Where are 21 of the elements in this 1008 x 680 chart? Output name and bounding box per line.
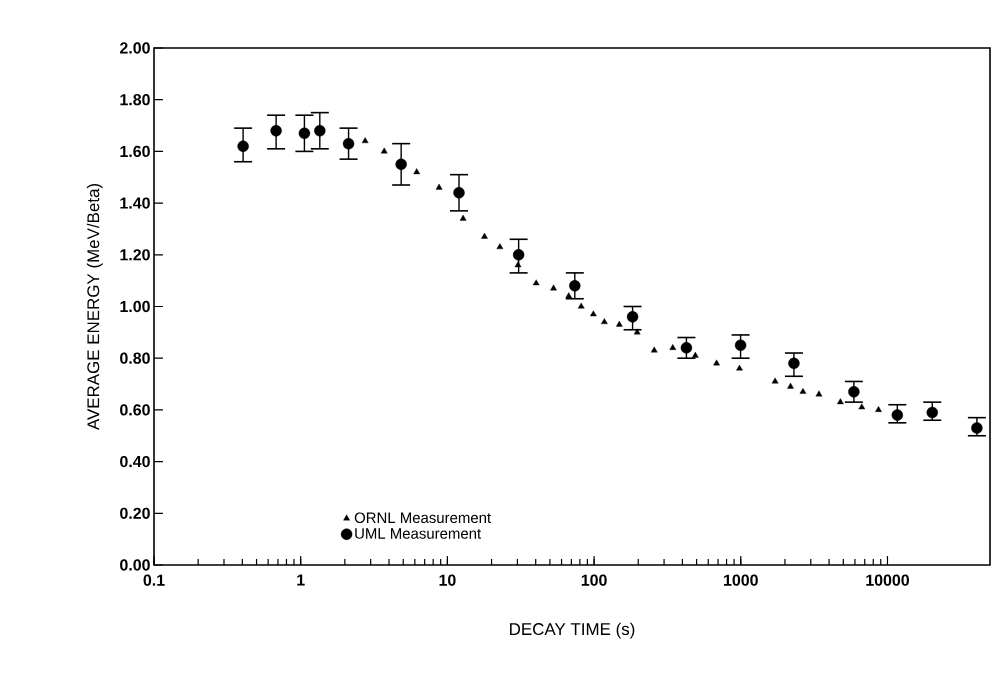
y-tick-label: 1.80 [120,94,150,106]
x-tick-label: 10 [439,574,456,586]
y-tick-label: 0.00 [120,559,150,571]
x-axis-title: DECAY TIME (s) [510,622,635,639]
y-axis-title: AVERAGE ENERGY (MeV/Beta) [86,183,103,431]
x-tick-label: 1000 [724,574,758,586]
legend-label: UML Measurement [355,528,482,539]
x-tick-label: 10000 [866,574,909,586]
y-tick-label: 0.20 [120,507,150,519]
y-tick-label: 1.00 [120,300,150,313]
y-tick-label: 0.80 [120,352,150,364]
legend-label: ORNL Measurement [354,512,491,524]
x-tick-label: 100 [581,574,607,586]
y-tick-label: 1.20 [120,249,150,261]
y-tick-label: 0.40 [120,455,150,468]
x-tick-label: 1 [297,574,305,586]
y-tick-label: 2.00 [120,42,150,54]
y-tick-label: 1.40 [120,197,150,209]
y-tick-label: 1.60 [120,145,150,158]
x-tick-label: 0.1 [143,574,165,586]
y-tick-label: 0.60 [120,404,150,416]
